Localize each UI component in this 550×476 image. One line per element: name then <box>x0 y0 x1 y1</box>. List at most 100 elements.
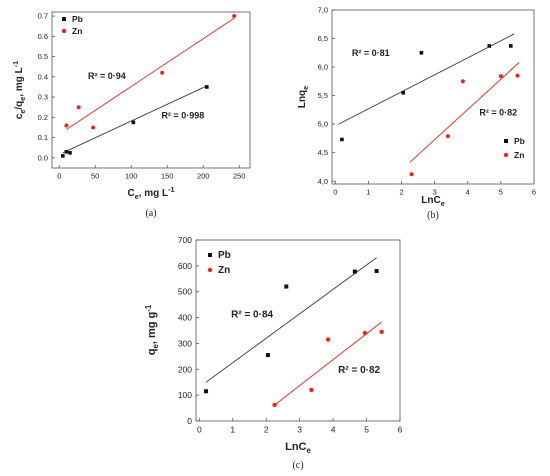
r-squared-label-zn: R² = 0·94 <box>88 71 126 81</box>
y-tick-label: 700 <box>178 235 192 245</box>
plot-frame <box>195 239 401 422</box>
y-tick-label: 7,0 <box>318 6 328 15</box>
data-point-zn-4 <box>160 70 165 75</box>
x-tick-label: 3 <box>297 425 302 435</box>
data-point-pb-4 <box>352 269 357 274</box>
x-tick-label: 200 <box>197 172 210 181</box>
r-squared-label-zn: R² = 0·82 <box>479 108 517 118</box>
data-point-pb-3 <box>284 284 289 289</box>
data-point-zn-4 <box>362 330 368 336</box>
y-tick-label: 0.1 <box>38 133 48 142</box>
legend-entry-zn: Zn <box>61 26 82 36</box>
fit-line-pb <box>338 33 515 125</box>
data-point-pb-5 <box>509 44 513 48</box>
data-point-pb-5 <box>374 269 379 274</box>
data-point-zn-5 <box>379 329 384 334</box>
fit-line-pb <box>205 257 377 383</box>
data-point-zn-1 <box>64 123 69 128</box>
x-axis-title: Ce, mg L-1 <box>127 185 174 201</box>
data-point-pb-4 <box>131 120 136 125</box>
y-tick-label: 5,0 <box>318 120 328 129</box>
fit-line-zn <box>409 62 520 163</box>
fit-line-zn <box>274 321 382 406</box>
x-tick-label: 3 <box>433 188 437 197</box>
y-axis-title: qe, mg g-1 <box>144 304 160 355</box>
x-tick-label: 4 <box>466 188 470 197</box>
data-point-zn-2 <box>309 387 314 393</box>
y-tick-label: 0.2 <box>38 113 48 122</box>
y-tick-label: 5,5 <box>318 91 328 100</box>
y-tick-label: 0.6 <box>38 32 48 41</box>
data-point-zn-1 <box>272 402 277 408</box>
legend-marker-pb <box>208 253 212 257</box>
data-point-pb-3 <box>68 151 72 155</box>
legend-entry-zn: Zn <box>207 265 230 276</box>
y-tick-label: 0.3 <box>38 93 48 102</box>
legend-label-pb: Pb <box>218 250 231 261</box>
legend-label-pb: Pb <box>514 136 525 146</box>
y-tick-label: 4,5 <box>318 148 328 157</box>
legend-entry-zn: Zn <box>503 150 524 160</box>
panel-caption: (a) <box>145 208 156 219</box>
y-tick-label: 100 <box>178 390 192 400</box>
r-squared-label-zn: R² = 0·82 <box>338 365 380 376</box>
y-tick-label: 300 <box>178 338 192 348</box>
legend-marker-zn <box>61 28 67 34</box>
legend-entry-pb: Pb <box>62 14 83 24</box>
y-axis-title: Lnqe <box>297 86 310 108</box>
fit-line-zn <box>66 17 235 130</box>
panel-b-lnqe-vs-lnce-chart: 0 1 2 3 4 5 6 4,0 4,5 5,0 5,5 6,0 6,5 7,0 R² = 0·81 R² … <box>297 6 536 221</box>
data-point-zn-1 <box>409 172 414 177</box>
r-squared-label-pb: R² = 0·998 <box>161 110 204 120</box>
data-point-pb-3 <box>419 50 424 55</box>
data-point-pb-2 <box>265 353 270 358</box>
x-tick-label: 1 <box>366 188 370 197</box>
legend-marker-zn <box>207 267 213 273</box>
legend-label-pb: Pb <box>72 14 83 24</box>
panel-c-qe-vs-lnce-chart: 0 1 2 3 4 5 6 0 100 200 300 400 500 600 700 R² = 0·84 R²… <box>144 235 403 471</box>
legend-entry-pb: Pb <box>208 250 231 261</box>
panel-caption: (c) <box>292 460 303 471</box>
fit-line-pb <box>62 85 207 154</box>
plot-frame <box>51 11 251 169</box>
y-tick-label: 6,0 <box>318 63 328 72</box>
x-tick-label: 6 <box>398 425 403 435</box>
r-squared-label-pb: R² = 0·84 <box>231 310 273 321</box>
y-tick-label: 600 <box>178 261 192 271</box>
x-tick-label: 100 <box>125 172 138 181</box>
legend-marker-pb <box>504 139 508 143</box>
x-tick-label: 2 <box>399 188 403 197</box>
data-point-zn-3 <box>460 79 465 84</box>
panel-a-pb-zn-ce-over-qe-chart: 0 50 100 150 200 250 0.0 0.1 0.2 0.3 0.4 0.5 0.6 0.7 R… <box>11 11 251 219</box>
y-tick-label: 500 <box>178 287 192 297</box>
x-tick-label: 0 <box>333 188 337 197</box>
y-tick-label: 4,0 <box>318 177 328 186</box>
x-tick-label: 250 <box>233 172 246 181</box>
legend-label-zn: Zn <box>72 26 82 36</box>
x-axis-title: LnCe <box>285 441 311 455</box>
x-tick-label: 2 <box>264 425 269 435</box>
y-tick-label: 200 <box>178 364 192 374</box>
data-point-pb-1 <box>340 137 344 142</box>
plot-frame <box>331 9 535 185</box>
legend-entry-pb: Pb <box>504 136 525 146</box>
data-point-zn-5 <box>515 73 520 78</box>
x-tick-label: 0 <box>57 172 61 181</box>
data-point-pb-2 <box>64 149 69 154</box>
y-tick-label: 0 <box>187 416 192 426</box>
data-point-pb-1 <box>204 389 209 394</box>
y-tick-label: 0.5 <box>38 52 48 61</box>
x-tick-label: 5 <box>499 188 503 197</box>
x-tick-label: 6 <box>532 188 536 197</box>
y-tick-label: 0.4 <box>38 72 48 81</box>
x-tick-label: 4 <box>331 425 336 435</box>
y-tick-label: 400 <box>178 313 192 323</box>
panel-caption: (b) <box>427 210 439 221</box>
x-axis-title: LnCe <box>421 195 444 208</box>
x-tick-label: 5 <box>364 425 369 435</box>
x-tick-label: 0 <box>197 425 202 435</box>
y-axis-title: ce/qe, mg L-1 <box>11 61 27 119</box>
r-squared-label-pb: R² = 0·81 <box>352 48 390 58</box>
legend-marker-pb <box>62 17 66 21</box>
